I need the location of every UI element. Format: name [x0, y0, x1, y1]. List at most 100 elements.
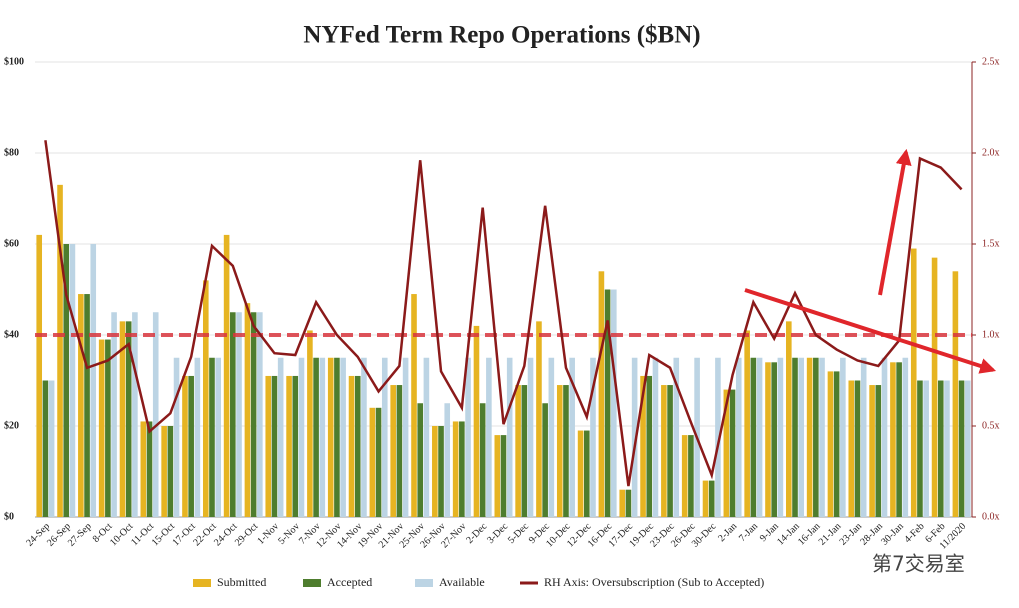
bar [111, 312, 117, 517]
bar [140, 421, 147, 517]
y2-tick-label: 1.0x [982, 329, 1000, 340]
x-tick-label: 2-Jan [716, 521, 739, 544]
bar [521, 385, 528, 517]
bar [444, 403, 451, 517]
bar [875, 385, 882, 517]
x-tick-label: 30-Jan [879, 521, 906, 548]
bar [486, 357, 492, 517]
bar [611, 289, 617, 517]
bar [354, 375, 361, 517]
bar [869, 385, 875, 517]
x-tick-label: 2-Dec [464, 521, 489, 546]
bar [125, 321, 132, 517]
bar [619, 489, 626, 517]
bar [381, 357, 388, 517]
bar [563, 385, 569, 517]
legend-label: Available [439, 575, 485, 589]
x-tick-label: 21-Jan [817, 521, 844, 548]
bar [348, 375, 355, 517]
bar [277, 357, 284, 517]
bar [411, 294, 417, 517]
watermark: 第7交易室 [872, 552, 965, 576]
bar [744, 330, 750, 517]
line [44, 140, 963, 487]
bar [577, 430, 584, 517]
bar [479, 403, 486, 517]
bar [506, 357, 513, 517]
bar [673, 357, 680, 517]
bar [244, 303, 251, 517]
bar [369, 407, 376, 517]
y2-tick-label: 0.0x [982, 511, 1000, 522]
bar [688, 435, 694, 517]
bar [417, 403, 424, 517]
bar [708, 480, 715, 517]
bar [161, 426, 167, 517]
bar [48, 380, 55, 517]
bar [340, 357, 346, 517]
bar [438, 426, 444, 517]
bar [931, 257, 938, 517]
bar [215, 357, 221, 517]
bar [652, 357, 659, 517]
bar [944, 380, 950, 517]
bar [527, 357, 534, 517]
y2-tick-label: 2.5x [982, 56, 1000, 67]
bar [702, 480, 709, 517]
bar [452, 421, 459, 517]
bar [57, 184, 63, 517]
bar [583, 430, 590, 517]
bar [319, 357, 326, 517]
bar [548, 357, 555, 517]
bar [813, 357, 819, 517]
bar [432, 426, 438, 517]
bar [500, 435, 507, 517]
x-tick-label: 23-Jan [838, 521, 865, 548]
bar [681, 435, 688, 517]
bar [806, 357, 813, 517]
bar [327, 357, 334, 517]
legend-swatch [193, 579, 211, 587]
bar [625, 489, 632, 517]
y-tick-label: $80 [4, 147, 19, 158]
bar [798, 357, 805, 517]
bar [958, 380, 965, 517]
bar [569, 357, 575, 517]
bar [459, 421, 465, 517]
x-tick-label: 14-Jan [775, 521, 802, 548]
bar [964, 380, 971, 517]
bar [777, 357, 784, 517]
bar [786, 321, 792, 517]
bar [188, 375, 194, 517]
arrow [878, 148, 912, 296]
bar [173, 357, 180, 517]
bar [840, 357, 846, 517]
x-tick-label: 30-Dec [690, 521, 719, 550]
arrow [744, 288, 997, 374]
bar [640, 375, 646, 517]
bar [735, 357, 742, 517]
bar [223, 234, 230, 517]
bar [590, 357, 596, 517]
bar [723, 389, 730, 517]
bar [917, 380, 923, 517]
x-tick-label: 4-Feb [902, 521, 926, 545]
bar [890, 362, 896, 517]
x-tick-label: 29-Oct [233, 521, 261, 549]
bar [750, 357, 757, 517]
bar [313, 357, 319, 517]
y2-tick-label: 1.5x [982, 238, 1000, 249]
y-tick-label: $0 [4, 511, 14, 522]
bar [910, 248, 917, 518]
y-tick-label: $40 [4, 329, 19, 340]
bar [756, 357, 763, 517]
y-tick-label: $100 [4, 56, 24, 67]
bar [194, 357, 201, 517]
x-tick-label: 28-Jan [858, 521, 885, 548]
y2-tick-label: 2.0x [982, 147, 1000, 158]
bar [257, 312, 263, 517]
bar [937, 380, 944, 517]
bar [69, 244, 76, 517]
bar [765, 362, 771, 517]
